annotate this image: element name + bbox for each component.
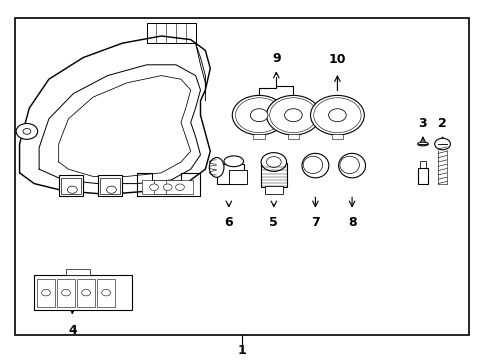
Bar	[57, 279, 75, 307]
Bar	[59, 175, 83, 196]
Text: 1: 1	[237, 345, 246, 357]
Circle shape	[149, 184, 158, 190]
Ellipse shape	[338, 153, 365, 178]
Circle shape	[175, 184, 184, 190]
Bar	[15, 18, 468, 335]
Circle shape	[269, 98, 316, 132]
Circle shape	[284, 109, 302, 122]
Ellipse shape	[266, 157, 281, 167]
Circle shape	[434, 138, 449, 150]
Bar	[97, 279, 115, 307]
Circle shape	[250, 109, 267, 122]
Text: 10: 10	[328, 53, 346, 66]
Text: 5: 5	[269, 216, 278, 229]
Bar	[37, 279, 55, 307]
Circle shape	[328, 109, 346, 122]
Text: 3: 3	[418, 117, 427, 130]
Ellipse shape	[339, 156, 359, 174]
Text: 8: 8	[347, 216, 356, 229]
Ellipse shape	[209, 157, 224, 177]
Circle shape	[163, 184, 172, 190]
Text: 9: 9	[271, 52, 280, 65]
Bar	[61, 178, 81, 194]
Text: 2: 2	[437, 117, 446, 130]
Bar	[34, 275, 132, 310]
Bar	[264, 186, 282, 194]
Circle shape	[106, 186, 116, 193]
Bar	[216, 164, 243, 184]
Circle shape	[67, 186, 77, 193]
Circle shape	[102, 289, 110, 296]
Bar	[253, 134, 264, 139]
Circle shape	[232, 95, 285, 135]
Ellipse shape	[417, 142, 427, 146]
Bar	[331, 134, 343, 139]
Circle shape	[61, 289, 70, 296]
Circle shape	[23, 129, 31, 134]
Bar	[228, 170, 247, 184]
Bar	[142, 180, 168, 194]
Bar	[419, 161, 426, 169]
Ellipse shape	[224, 156, 243, 167]
Circle shape	[266, 95, 320, 135]
Ellipse shape	[302, 153, 328, 178]
Bar	[166, 180, 193, 194]
Circle shape	[313, 98, 360, 132]
Circle shape	[16, 123, 38, 139]
Circle shape	[41, 289, 50, 296]
Circle shape	[310, 95, 364, 135]
Bar	[417, 168, 427, 184]
Ellipse shape	[261, 153, 286, 171]
Text: 7: 7	[310, 216, 319, 229]
Bar	[100, 178, 120, 194]
Bar	[154, 180, 181, 194]
Bar	[66, 269, 90, 275]
Bar	[77, 279, 95, 307]
Bar	[98, 175, 122, 196]
Bar	[261, 163, 286, 187]
Circle shape	[235, 98, 282, 132]
Text: 6: 6	[224, 216, 233, 229]
Bar	[287, 134, 299, 139]
Ellipse shape	[303, 156, 322, 174]
Circle shape	[81, 289, 90, 296]
Text: 4: 4	[68, 324, 77, 337]
